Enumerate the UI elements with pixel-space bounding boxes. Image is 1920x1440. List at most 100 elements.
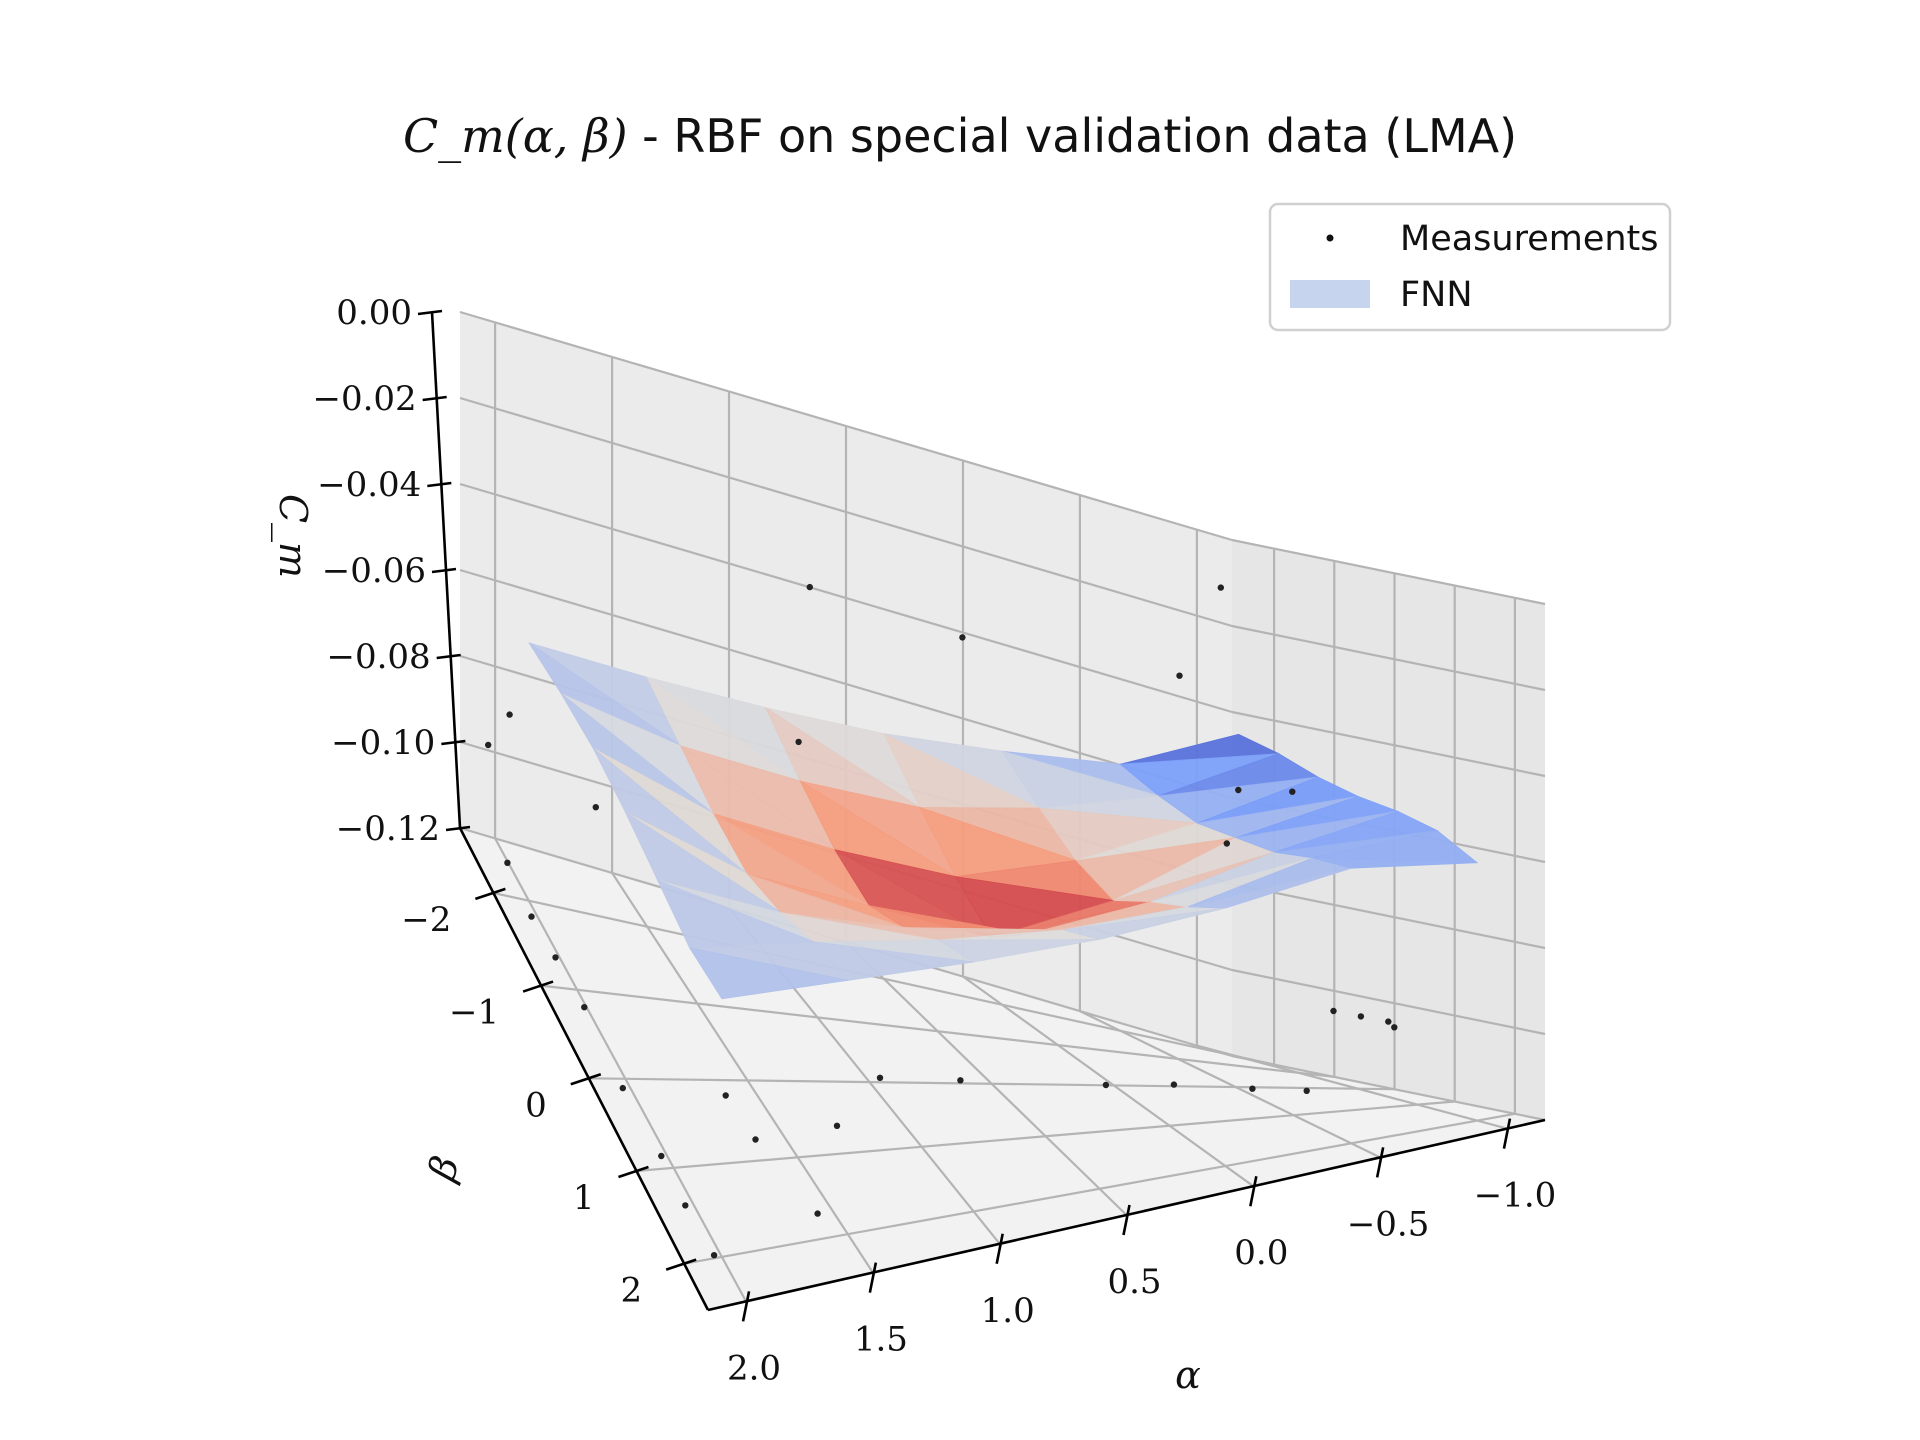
x-tick-label: −1.0 <box>1474 1176 1557 1216</box>
measurement-point <box>682 1202 689 1209</box>
measurement-point <box>485 741 492 749</box>
z-tick-mark <box>445 825 471 832</box>
surface-facet <box>1063 907 1226 940</box>
surface-facet <box>688 947 848 1000</box>
measurement-point <box>1249 1085 1256 1092</box>
measurement-point <box>959 634 966 641</box>
z-tick-mark <box>431 567 457 574</box>
surface-facet <box>813 941 974 981</box>
legend-marker-fnn <box>1290 280 1370 308</box>
measurement-point <box>619 1084 626 1092</box>
y-tick-label: 2 <box>621 1271 643 1311</box>
z-tick-label: −0.10 <box>331 723 435 763</box>
z-tick-mark <box>417 309 443 316</box>
grid-line-floor-beta <box>540 984 1335 1078</box>
x-tick-label: 1.5 <box>854 1320 908 1360</box>
y-tick-mark <box>665 1258 697 1271</box>
x-tick-label: 1.0 <box>981 1291 1035 1331</box>
z-tick-label: −0.12 <box>336 809 440 849</box>
grid-line-floor-beta <box>636 1100 1455 1173</box>
legend-marker-measurements <box>1326 234 1334 242</box>
measurement-point <box>506 711 513 718</box>
grid-line-floor-alpha <box>611 872 874 1274</box>
grid-line-floor-beta <box>493 891 1275 1066</box>
grid-line-floor-alpha <box>1079 1010 1381 1159</box>
measurement-point <box>833 1122 841 1130</box>
grid-line-side-z <box>1231 968 1546 1036</box>
legend-label-fnn: FNN <box>1400 275 1473 315</box>
z-tick-mark <box>422 395 447 402</box>
grid-line-back-z <box>459 568 1233 800</box>
x-tick-label: 0.0 <box>1234 1233 1288 1273</box>
z-tick-label: −0.02 <box>312 379 416 419</box>
measurement-point <box>1385 1018 1392 1025</box>
measurement-point <box>504 859 511 866</box>
grid-line-floor-beta <box>588 1077 1395 1091</box>
grid-line-floor-beta <box>684 1112 1516 1265</box>
grid-line-floor-alpha <box>962 975 1254 1188</box>
z-tick-label: −0.08 <box>326 637 430 677</box>
measurement-point <box>581 1004 588 1011</box>
measurement-point <box>1223 840 1231 847</box>
measurement-point <box>1357 1013 1365 1020</box>
x-tick-mark <box>741 1291 751 1322</box>
measurement-point <box>1289 788 1296 795</box>
chart-title: C_m(α, β) - RBF on special validation da… <box>403 109 1517 163</box>
z-tick-label: −0.04 <box>317 465 421 505</box>
z-tick-label: 0.00 <box>336 293 412 333</box>
chart-title-math: C_m(α, β) <box>403 109 628 163</box>
measurement-point <box>957 1077 964 1084</box>
y-tick-label: −1 <box>449 993 499 1033</box>
measurement-point <box>658 1152 665 1160</box>
grid-line-side-z <box>1231 624 1546 692</box>
measurement-point <box>722 1092 729 1099</box>
y-tick-mark <box>474 887 506 901</box>
measurement-point <box>710 1252 718 1259</box>
measurement-point <box>1391 1024 1398 1031</box>
grid-line-side-z <box>1231 710 1546 778</box>
y-axis-label: β <box>419 1151 468 1187</box>
measurement-point <box>528 913 535 920</box>
measurement-point <box>1217 584 1225 591</box>
legend: Measurements FNN <box>1268 202 1672 332</box>
surface-facet <box>1312 857 1478 869</box>
axes-lines <box>417 309 1546 1322</box>
x-tick-label: 2.0 <box>727 1348 781 1388</box>
x-tick-mark <box>995 1233 1004 1265</box>
measurement-point <box>1303 1087 1310 1095</box>
measurement-point <box>795 738 802 746</box>
y-tick-mark <box>618 1165 649 1179</box>
grid-line-floor-alpha <box>494 837 747 1302</box>
y-axis-line <box>458 827 710 1311</box>
y-tick-label: 0 <box>525 1085 547 1125</box>
y-tick-label: −2 <box>401 900 451 940</box>
measurement-point <box>814 1210 821 1217</box>
svg-text:C_m(α, β) - RBF on special val: C_m(α, β) - RBF on special validation da… <box>403 109 1517 163</box>
x-tick-label: −0.5 <box>1347 1204 1430 1244</box>
y-tick-label: 1 <box>573 1178 595 1218</box>
tick-labels: 0.00 −0.02 −0.04 −0.06 −0.08 −0.10 −0.12 −2 −1 0 1… <box>312 293 1556 1388</box>
measurement-point <box>1235 786 1242 794</box>
z-axis-label: C_m <box>270 494 315 578</box>
measurement-point <box>752 1136 759 1143</box>
x-tick-mark <box>1249 1175 1258 1207</box>
x-tick-mark <box>1375 1147 1385 1178</box>
grid-line-back-z <box>459 396 1233 628</box>
measurement-point <box>1330 1007 1337 1015</box>
chart-title-text: - RBF on special validation data (LMA) <box>628 109 1518 163</box>
grid-line-back-z <box>459 310 1233 542</box>
grid-line-side-z <box>1231 1054 1546 1122</box>
surface-facet <box>937 939 1100 963</box>
grid-line-back-z <box>459 482 1233 714</box>
measurement-point <box>806 583 813 591</box>
measurement-point <box>592 804 599 811</box>
grid-line-side-z <box>1231 538 1546 606</box>
x-axis-label: α <box>1175 1353 1201 1397</box>
legend-label-measurements: Measurements <box>1400 219 1659 259</box>
z-tick-mark <box>436 653 461 660</box>
y-tick-mark <box>522 980 554 993</box>
measurement-point <box>1170 1081 1178 1088</box>
x-tick-mark <box>1122 1204 1131 1236</box>
x-tick-label: 0.5 <box>1107 1262 1161 1302</box>
x-tick-mark <box>868 1262 878 1293</box>
